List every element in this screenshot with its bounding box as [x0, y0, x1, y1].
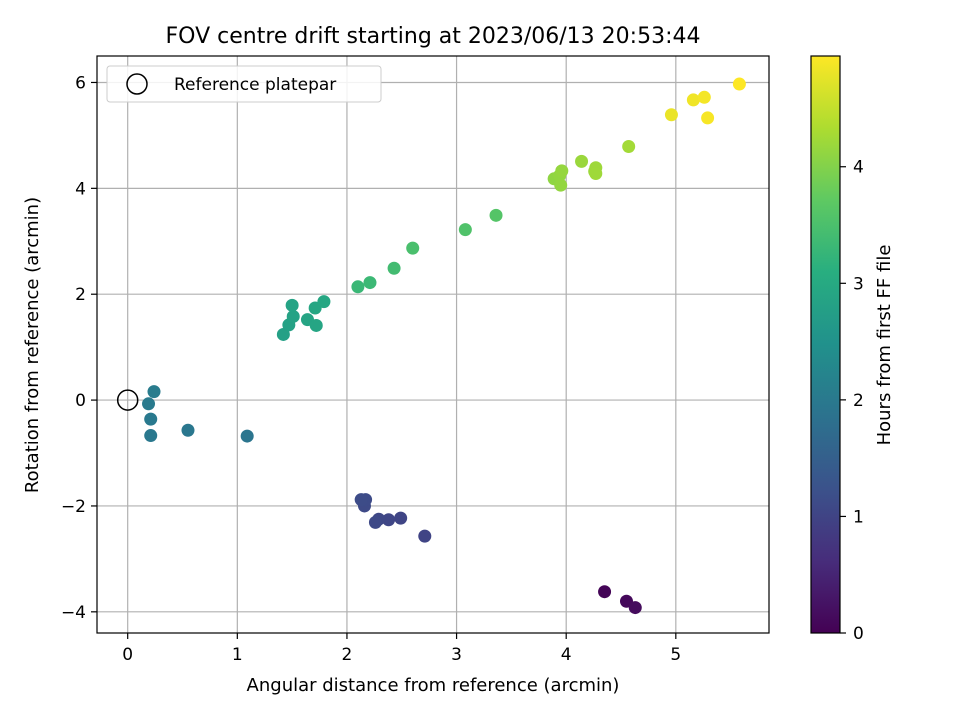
data-point	[697, 90, 711, 104]
reference-platepar-marker	[116, 389, 139, 411]
colorbar-frame	[810, 55, 841, 634]
colorbar-tick-label: 0	[853, 624, 864, 644]
data-point	[144, 429, 158, 443]
data-point	[598, 585, 612, 599]
data-point	[368, 515, 382, 529]
data-point	[181, 423, 195, 437]
legend-marker-icon	[126, 73, 148, 95]
data-point	[142, 397, 156, 411]
x-axis-ticks: 0 1 2 3 4 5	[122, 633, 681, 665]
colorbar-tick-label: 2	[853, 391, 864, 411]
y-tick-label: 4	[75, 179, 86, 199]
y-tick-label: 2	[75, 285, 86, 305]
data-point	[387, 261, 401, 275]
y-axis-ticks: −4 −2 0 2 4 6	[61, 73, 97, 623]
data-point	[317, 295, 331, 309]
data-point	[285, 298, 299, 312]
plot-frame	[96, 55, 770, 634]
data-point	[363, 276, 377, 290]
legend: Reference platepar	[106, 65, 382, 103]
data-point	[589, 167, 603, 181]
grid	[97, 56, 769, 633]
data-point	[622, 140, 636, 154]
colorbar: 0 1 2 3 4 Hours from first FF file	[810, 55, 895, 644]
legend-label: Reference platepar	[174, 75, 336, 95]
data-point	[575, 154, 589, 168]
x-tick-label: 5	[670, 645, 681, 665]
data-point	[554, 178, 568, 192]
colorbar-tick-label: 4	[853, 158, 864, 178]
data-point	[394, 511, 408, 525]
data-point	[686, 93, 700, 107]
chart-title: FOV centre drift starting at 2023/06/13 …	[166, 24, 701, 49]
data-point	[458, 223, 472, 237]
data-point	[354, 493, 368, 507]
data-point	[276, 327, 290, 341]
data-point	[489, 208, 503, 222]
data-point	[555, 164, 569, 178]
x-tick-label: 3	[451, 645, 462, 665]
data-point	[406, 241, 420, 255]
colorbar-gradient	[811, 56, 840, 633]
data-point	[144, 412, 158, 426]
x-tick-label: 4	[561, 645, 572, 665]
data-point	[701, 111, 715, 125]
data-point	[351, 280, 365, 294]
x-tick-label: 1	[232, 645, 243, 665]
x-axis-label: Angular distance from reference (arcmin)	[247, 675, 620, 696]
reference-marker-layer	[116, 389, 139, 411]
y-tick-label: 0	[75, 391, 86, 411]
y-tick-label: 6	[75, 73, 86, 93]
colorbar-tick-label: 3	[853, 274, 864, 294]
data-point	[732, 77, 746, 91]
x-tick-label: 0	[122, 645, 133, 665]
data-points	[142, 77, 746, 615]
data-point	[628, 601, 642, 615]
legend-box	[106, 65, 382, 103]
x-tick-label: 2	[342, 645, 353, 665]
y-tick-label: −2	[61, 497, 86, 517]
data-point	[309, 318, 323, 332]
colorbar-ticks: 0 1 2 3 4	[840, 158, 864, 644]
data-point	[147, 385, 161, 399]
data-point	[240, 429, 254, 443]
data-point	[382, 513, 396, 527]
y-axis-label: Rotation from reference (arcmin)	[22, 197, 43, 493]
data-point	[286, 309, 300, 323]
colorbar-tick-label: 1	[853, 507, 864, 527]
y-tick-label: −4	[61, 603, 86, 623]
colorbar-label: Hours from first FF file	[874, 245, 895, 446]
data-point	[664, 108, 678, 122]
data-point	[418, 529, 432, 543]
